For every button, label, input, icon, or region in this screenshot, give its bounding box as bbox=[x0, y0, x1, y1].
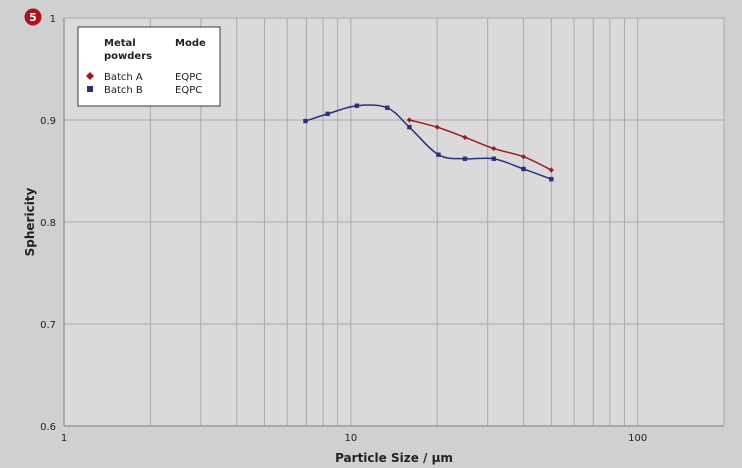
data-point-batch-a bbox=[406, 117, 412, 123]
data-point-batch-b bbox=[303, 118, 308, 124]
data-point-batch-a bbox=[491, 145, 497, 152]
figure-number-badge: 5 bbox=[24, 8, 42, 26]
series-layer bbox=[303, 103, 554, 182]
badge-circle bbox=[24, 8, 42, 26]
y-tick-label: 0.6 bbox=[40, 422, 56, 433]
data-point-batch-a bbox=[434, 124, 440, 130]
y-axis-title: Sphericity bbox=[23, 187, 37, 256]
data-point-batch-b bbox=[407, 124, 412, 130]
y-tick-label: 1 bbox=[50, 14, 56, 25]
badge-number: 5 bbox=[29, 11, 37, 24]
x-axis-title: Particle Size / µm bbox=[335, 451, 453, 465]
x-tick-label: 100 bbox=[628, 433, 647, 444]
data-point-batch-b bbox=[354, 103, 360, 108]
data-point-batch-a bbox=[548, 167, 554, 173]
legend-marker-batch-a bbox=[86, 72, 94, 80]
legend-box bbox=[77, 26, 221, 107]
legend-mode-batch-b: EQPC bbox=[175, 85, 202, 96]
data-point-batch-a bbox=[520, 154, 527, 160]
legend: Metal powders Mode Batch A EQPC Batch B … bbox=[77, 26, 221, 107]
axis-layer: 1 10 100 0.6 0.7 0.8 0.9 1 bbox=[40, 14, 724, 444]
legend-marker-batch-b bbox=[87, 86, 93, 92]
legend-header-name-line2: powders bbox=[104, 51, 152, 62]
legend-label-batch-b: Batch B bbox=[104, 85, 143, 96]
data-point-batch-b bbox=[325, 111, 330, 117]
data-point-batch-b bbox=[385, 105, 390, 110]
series-line-batch-b bbox=[305, 104, 552, 180]
data-point-batch-b bbox=[436, 152, 441, 157]
data-point-batch-b bbox=[462, 156, 468, 161]
series-line-batch-a bbox=[409, 119, 552, 171]
x-tick-label: 1 bbox=[61, 433, 67, 444]
y-tick-label: 0.9 bbox=[40, 116, 56, 127]
legend-mode-batch-a: EQPC bbox=[175, 72, 202, 83]
legend-header-name-line1: Metal bbox=[104, 38, 136, 49]
legend-label-batch-a: Batch A bbox=[104, 72, 143, 83]
data-point-batch-b bbox=[521, 166, 526, 172]
x-tick-label: 10 bbox=[344, 433, 357, 444]
data-point-batch-b bbox=[549, 176, 554, 182]
data-point-batch-a bbox=[462, 134, 468, 140]
data-point-batch-b bbox=[491, 156, 496, 161]
y-tick-label: 0.8 bbox=[40, 218, 56, 229]
legend-header-mode: Mode bbox=[175, 38, 206, 49]
y-tick-label: 0.7 bbox=[40, 320, 56, 331]
